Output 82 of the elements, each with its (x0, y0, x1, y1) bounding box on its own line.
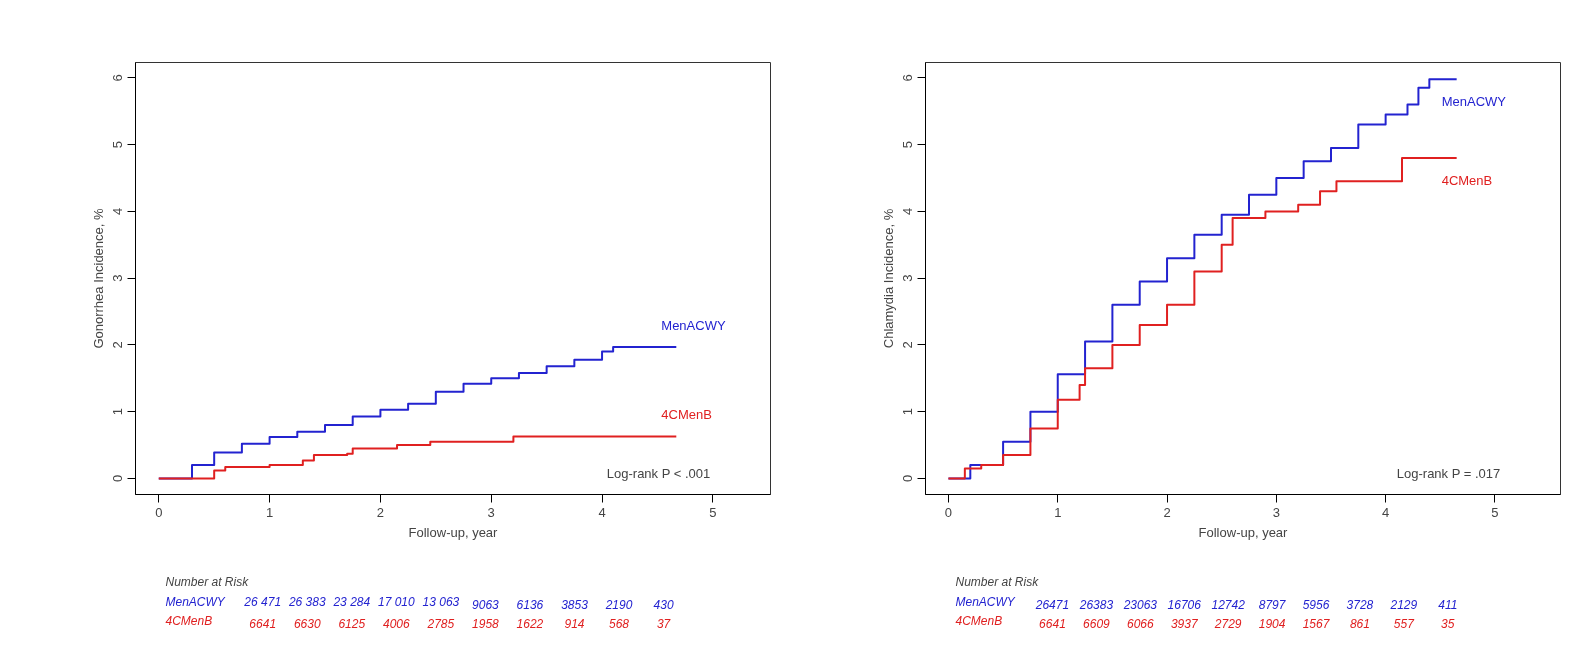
text: 861 (1349, 616, 1370, 631)
text: 2785 (426, 616, 455, 631)
text: 37 (656, 616, 672, 631)
text: 9063 (472, 597, 500, 612)
x-axis-title: Follow-up, year (1198, 524, 1289, 540)
text: 2129 (1389, 597, 1418, 612)
text: 26383 (1078, 597, 1114, 612)
text: 17 010 (377, 594, 416, 609)
text: 4CMenB (165, 613, 213, 628)
text: 3728 (1346, 597, 1374, 612)
y-tick-label: 3 (900, 274, 916, 282)
x-tick-label: 5 (1491, 504, 1499, 520)
text: 6609 (1083, 616, 1111, 631)
text: 26 383 (287, 594, 326, 609)
text: 6630 (293, 616, 321, 631)
text: 4CMenB (955, 613, 1003, 628)
y-tick-label: 5 (900, 141, 916, 149)
y-tick-label: 1 (900, 408, 916, 416)
y-axis-title: Gonorrhea Incidence, % (90, 207, 106, 349)
text: 13 063 (422, 594, 460, 609)
text: 2190 (604, 597, 633, 612)
text: 411 (1438, 597, 1458, 612)
text: 4006 (382, 616, 411, 631)
x-tick-label: 4 (598, 504, 606, 520)
y-tick-label: 2 (110, 341, 126, 349)
y-axis-title: Chlamydia Incidence, % (880, 208, 896, 349)
text: 35 (1441, 616, 1455, 631)
text: 3937 (1170, 616, 1199, 631)
series-label: 4CMenB (661, 407, 712, 423)
text: 6641 (1039, 616, 1066, 631)
y-tick-label: 0 (900, 474, 916, 483)
x-tick-label: 1 (265, 504, 274, 520)
text: 16706 (1167, 597, 1202, 612)
y-tick-label: 4 (900, 207, 916, 216)
text: 23 284 (332, 594, 371, 609)
text: 568 (609, 616, 630, 631)
text: MenACWY (165, 594, 226, 609)
text: 6641 (249, 616, 277, 631)
series-label: MenACWY (1441, 94, 1507, 110)
x-tick-label: 4 (1382, 504, 1390, 520)
x-tick-label: 3 (487, 504, 495, 520)
y-tick-label: 1 (110, 408, 126, 416)
text: 1904 (1258, 616, 1286, 631)
series-label: 4CMenB (1441, 172, 1493, 188)
y-tick-label: 6 (110, 74, 126, 82)
series-label: MenACWY (661, 317, 726, 333)
annotation: Log-rank P < .001 (606, 465, 711, 481)
x-tick-label: 2 (376, 504, 385, 520)
text: 23063 (1122, 597, 1158, 612)
y-tick-label: 4 (110, 207, 126, 216)
text: 3853 (561, 597, 589, 612)
text: 430 (653, 597, 674, 612)
x-axis-title: Follow-up, year (408, 524, 499, 540)
x-tick-label: 0 (155, 504, 163, 520)
text: 1958 (472, 616, 500, 631)
text: 914 (564, 616, 585, 631)
text: 557 (1393, 616, 1416, 631)
y-tick-label: 3 (110, 274, 126, 282)
annotation: Log-rank P = .017 (1396, 465, 1501, 481)
text: 2729 (1213, 616, 1242, 631)
x-tick-label: 1 (1054, 504, 1062, 520)
x-tick-label: 0 (944, 504, 953, 520)
y-tick-label: 6 (900, 74, 916, 82)
y-tick-label: 5 (110, 141, 126, 149)
text: 8797 (1258, 597, 1287, 612)
text: 6066 (1126, 616, 1154, 631)
text: 1567 (1302, 616, 1331, 631)
text: MenACWY (955, 594, 1016, 609)
text: 6136 (516, 597, 544, 612)
y-tick-label: 0 (110, 474, 126, 483)
x-tick-label: 2 (1163, 504, 1171, 520)
text: 6125 (338, 616, 366, 631)
text: Number at Risk (165, 574, 250, 589)
text: 26471 (1034, 597, 1070, 612)
text: Number at Risk (955, 574, 1040, 589)
x-tick-label: 3 (1272, 504, 1280, 520)
text: 5956 (1302, 597, 1330, 612)
text: 1622 (516, 616, 544, 631)
text: 26 471 (243, 594, 282, 609)
x-tick-label: 5 (709, 504, 717, 520)
text: 12742 (1211, 597, 1246, 612)
y-tick-label: 2 (900, 341, 916, 349)
